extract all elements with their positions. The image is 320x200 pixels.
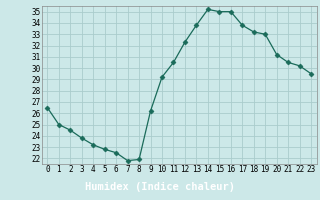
Text: Humidex (Indice chaleur): Humidex (Indice chaleur) — [85, 182, 235, 192]
